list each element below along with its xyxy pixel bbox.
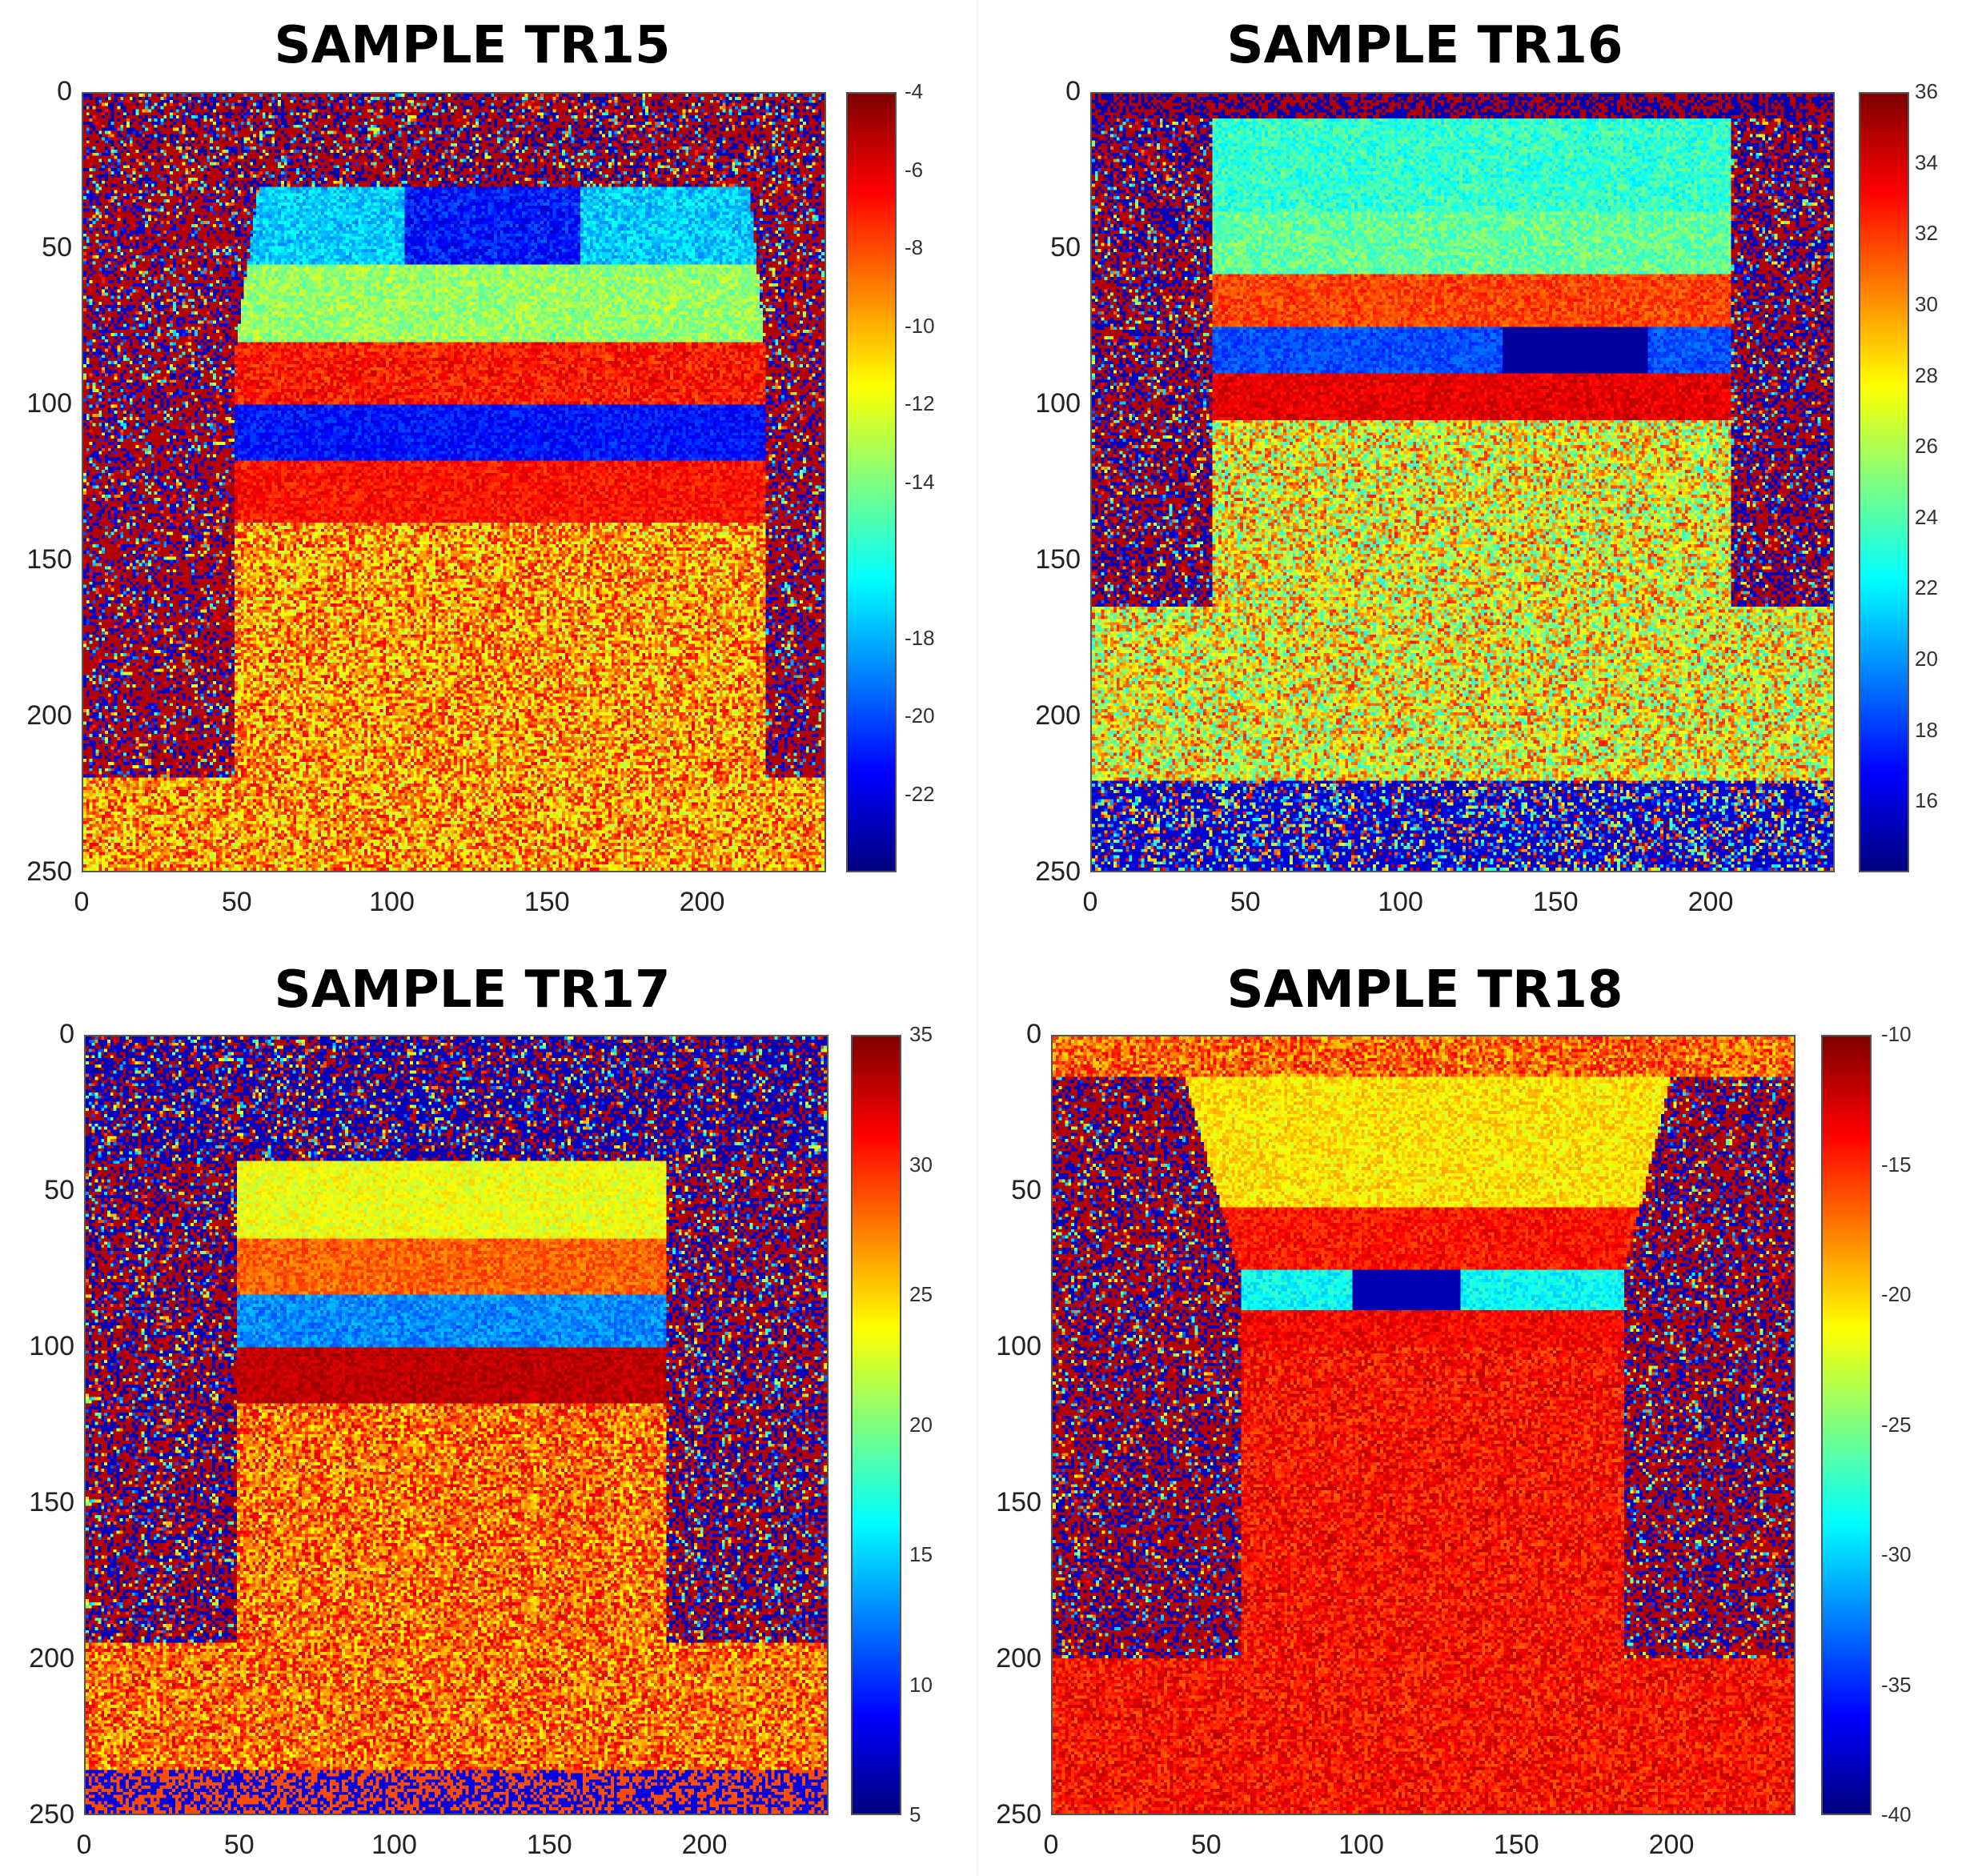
y-tick-label: 50 [1050, 232, 1081, 263]
y-tick-label: 0 [1026, 1019, 1041, 1049]
panel-title: SAMPLE TR15 [274, 16, 671, 75]
colorbar-tick-label: 10 [909, 1672, 933, 1697]
colorbar-tick-label: 24 [1915, 504, 1938, 529]
y-tick-label: 250 [29, 1799, 74, 1830]
colorbar-tick-label: -20 [905, 704, 935, 728]
panel-divider [977, 0, 978, 1876]
colorbar-tick-label: -22 [905, 781, 935, 806]
colorbar-tick-label: 18 [1915, 717, 1938, 742]
y-tick-label: 200 [996, 1643, 1041, 1674]
x-tick-label: 200 [1648, 1830, 1695, 1860]
x-tick-label: 100 [369, 887, 415, 917]
y-tick-label: 150 [26, 544, 72, 575]
x-tick-label: 150 [526, 1830, 572, 1860]
x-tick-label: 50 [1230, 887, 1261, 917]
colorbar-tick-label: -35 [1881, 1672, 1912, 1697]
colorbar-tick-label: 34 [1915, 150, 1938, 174]
colorbar-tick-label: -14 [905, 469, 935, 494]
colorbar-tick-label: 32 [1915, 221, 1938, 246]
colorbar-tick-label: 36 [1915, 79, 1938, 103]
colorbar-tick-label: 28 [1915, 363, 1938, 387]
heatmap-image [82, 92, 826, 872]
x-tick-label: 200 [1687, 887, 1734, 917]
y-tick-label: 200 [1035, 700, 1081, 731]
colorbar-tick-label: -10 [1881, 1022, 1912, 1046]
colorbar-tick-label: 30 [909, 1152, 933, 1177]
x-tick-label: 150 [1493, 1830, 1539, 1860]
colorbar-tick-label: -12 [905, 391, 935, 415]
y-tick-label: 150 [996, 1487, 1041, 1517]
colorbar-tick-label: 5 [909, 1802, 921, 1826]
x-tick-label: 50 [223, 1830, 255, 1860]
colorbar-tick-label: -18 [905, 625, 935, 650]
colorbar-tick-label: 16 [1915, 788, 1938, 813]
y-tick-label: 100 [996, 1331, 1041, 1361]
colorbar-tick-label: -10 [905, 313, 935, 338]
x-tick-label: 200 [679, 887, 725, 917]
colorbar [851, 1035, 901, 1815]
x-tick-label: 150 [524, 887, 570, 917]
colorbar-tick-label: -15 [1881, 1152, 1912, 1177]
colorbar-tick-label: 15 [909, 1542, 933, 1566]
colorbar-tick-label: -40 [1881, 1802, 1912, 1826]
heatmap-image [1090, 92, 1835, 872]
y-tick-label: 50 [1011, 1175, 1041, 1205]
y-tick-label: 150 [1035, 544, 1081, 575]
colorbar-tick-label: 26 [1915, 434, 1938, 459]
heatmap-image [84, 1035, 829, 1815]
x-tick-label: 100 [371, 1830, 417, 1860]
y-tick-label: 250 [26, 856, 72, 887]
colorbar-tick-label: 35 [909, 1022, 933, 1046]
colorbar-tick-label: -30 [1881, 1542, 1912, 1566]
y-tick-label: 50 [42, 232, 72, 263]
colorbar-tick-label: 22 [1915, 575, 1938, 600]
y-tick-label: 250 [1035, 856, 1081, 887]
heatmap-image [1051, 1035, 1795, 1815]
y-tick-label: 0 [57, 76, 72, 106]
panel-title: SAMPLE TR18 [1226, 960, 1623, 1020]
colorbar [846, 92, 897, 872]
y-tick-label: 200 [29, 1643, 74, 1674]
y-tick-label: 100 [1035, 388, 1081, 419]
panel-title: SAMPLE TR17 [274, 960, 671, 1020]
x-tick-label: 0 [1082, 887, 1098, 917]
x-tick-label: 100 [1338, 1830, 1384, 1860]
y-tick-label: 200 [26, 700, 72, 731]
x-tick-label: 100 [1378, 887, 1423, 917]
colorbar-tick-label: -8 [905, 235, 924, 259]
x-tick-label: 200 [681, 1830, 728, 1860]
y-tick-label: 0 [1065, 76, 1081, 106]
y-tick-label: 250 [996, 1799, 1041, 1830]
colorbar [1859, 92, 1909, 872]
colorbar-tick-label: -4 [905, 79, 924, 103]
y-tick-label: 100 [29, 1331, 74, 1361]
colorbar-tick-label: -20 [1881, 1282, 1912, 1306]
colorbar-tick-label: 25 [909, 1282, 933, 1306]
x-tick-label: 0 [74, 887, 90, 917]
x-tick-label: 50 [221, 887, 252, 917]
colorbar-tick-label: -25 [1881, 1412, 1912, 1437]
y-tick-label: 150 [29, 1487, 74, 1517]
colorbar-tick-label: 20 [909, 1412, 933, 1437]
y-tick-label: 100 [26, 388, 72, 419]
colorbar-tick-label: 20 [1915, 647, 1938, 671]
x-tick-label: 150 [1532, 887, 1579, 917]
colorbar [1821, 1035, 1872, 1815]
x-tick-label: 0 [76, 1830, 92, 1860]
x-tick-label: 0 [1043, 1830, 1059, 1860]
panel-title: SAMPLE TR16 [1226, 16, 1623, 75]
y-tick-label: 50 [44, 1175, 74, 1205]
colorbar-tick-label: -6 [905, 157, 924, 182]
y-tick-label: 0 [59, 1019, 74, 1049]
x-tick-label: 50 [1190, 1830, 1222, 1860]
colorbar-tick-label: 30 [1915, 291, 1938, 316]
